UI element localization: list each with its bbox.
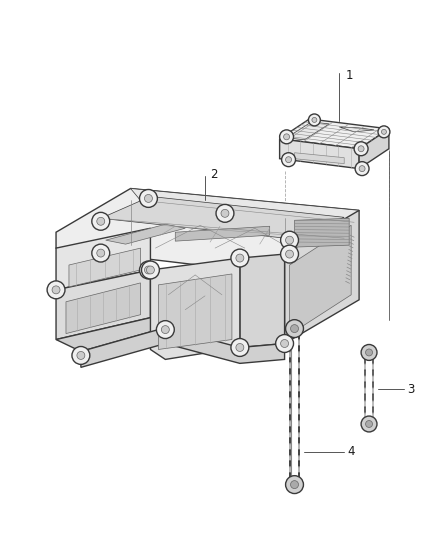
Circle shape xyxy=(221,209,229,217)
Circle shape xyxy=(355,161,369,175)
Circle shape xyxy=(92,212,110,230)
Polygon shape xyxy=(131,189,359,222)
Polygon shape xyxy=(106,224,185,244)
Circle shape xyxy=(286,157,292,163)
Circle shape xyxy=(282,153,296,167)
Polygon shape xyxy=(359,129,389,168)
Circle shape xyxy=(366,349,373,356)
Circle shape xyxy=(231,338,249,357)
Circle shape xyxy=(281,340,289,348)
Circle shape xyxy=(145,195,152,203)
Circle shape xyxy=(141,261,159,279)
Circle shape xyxy=(312,117,317,123)
Circle shape xyxy=(286,236,293,244)
Circle shape xyxy=(290,481,298,489)
Circle shape xyxy=(281,231,298,249)
Polygon shape xyxy=(285,211,359,343)
Circle shape xyxy=(354,142,368,156)
Polygon shape xyxy=(290,225,351,335)
Polygon shape xyxy=(66,283,141,334)
Circle shape xyxy=(52,286,60,294)
Polygon shape xyxy=(56,318,165,351)
Circle shape xyxy=(308,114,320,126)
Polygon shape xyxy=(286,122,329,140)
Circle shape xyxy=(231,249,249,267)
Polygon shape xyxy=(81,328,285,367)
Polygon shape xyxy=(69,248,141,287)
Polygon shape xyxy=(240,254,285,348)
Circle shape xyxy=(366,421,373,427)
Circle shape xyxy=(279,130,293,144)
Polygon shape xyxy=(294,219,349,247)
Polygon shape xyxy=(56,270,150,340)
Circle shape xyxy=(358,146,364,152)
Circle shape xyxy=(97,217,105,225)
Polygon shape xyxy=(175,226,270,241)
Text: 1: 1 xyxy=(345,69,353,82)
Circle shape xyxy=(146,266,155,274)
Circle shape xyxy=(140,190,157,207)
Polygon shape xyxy=(159,274,232,350)
Text: 3: 3 xyxy=(407,383,414,395)
Circle shape xyxy=(161,326,170,334)
Circle shape xyxy=(236,254,244,262)
Circle shape xyxy=(290,325,298,333)
Circle shape xyxy=(145,266,152,274)
Polygon shape xyxy=(56,228,150,290)
Polygon shape xyxy=(279,119,389,149)
Circle shape xyxy=(77,351,85,359)
Polygon shape xyxy=(101,197,344,239)
Text: 2: 2 xyxy=(210,168,218,181)
Circle shape xyxy=(156,321,174,338)
Polygon shape xyxy=(294,153,344,164)
Circle shape xyxy=(359,166,365,172)
Circle shape xyxy=(378,126,390,138)
Circle shape xyxy=(286,320,304,337)
Circle shape xyxy=(361,416,377,432)
Circle shape xyxy=(47,281,65,299)
Circle shape xyxy=(140,261,157,279)
Circle shape xyxy=(97,249,105,257)
Circle shape xyxy=(216,204,234,222)
Text: 4: 4 xyxy=(347,445,355,458)
Polygon shape xyxy=(279,139,359,168)
Circle shape xyxy=(92,244,110,262)
Polygon shape xyxy=(56,189,359,270)
Circle shape xyxy=(361,344,377,360)
Polygon shape xyxy=(150,258,240,359)
Circle shape xyxy=(283,134,290,140)
Circle shape xyxy=(281,245,298,263)
Circle shape xyxy=(276,335,293,352)
Circle shape xyxy=(381,130,386,134)
Circle shape xyxy=(286,475,304,494)
Circle shape xyxy=(286,250,293,258)
Polygon shape xyxy=(339,127,374,132)
Circle shape xyxy=(236,343,244,351)
Circle shape xyxy=(72,346,90,365)
